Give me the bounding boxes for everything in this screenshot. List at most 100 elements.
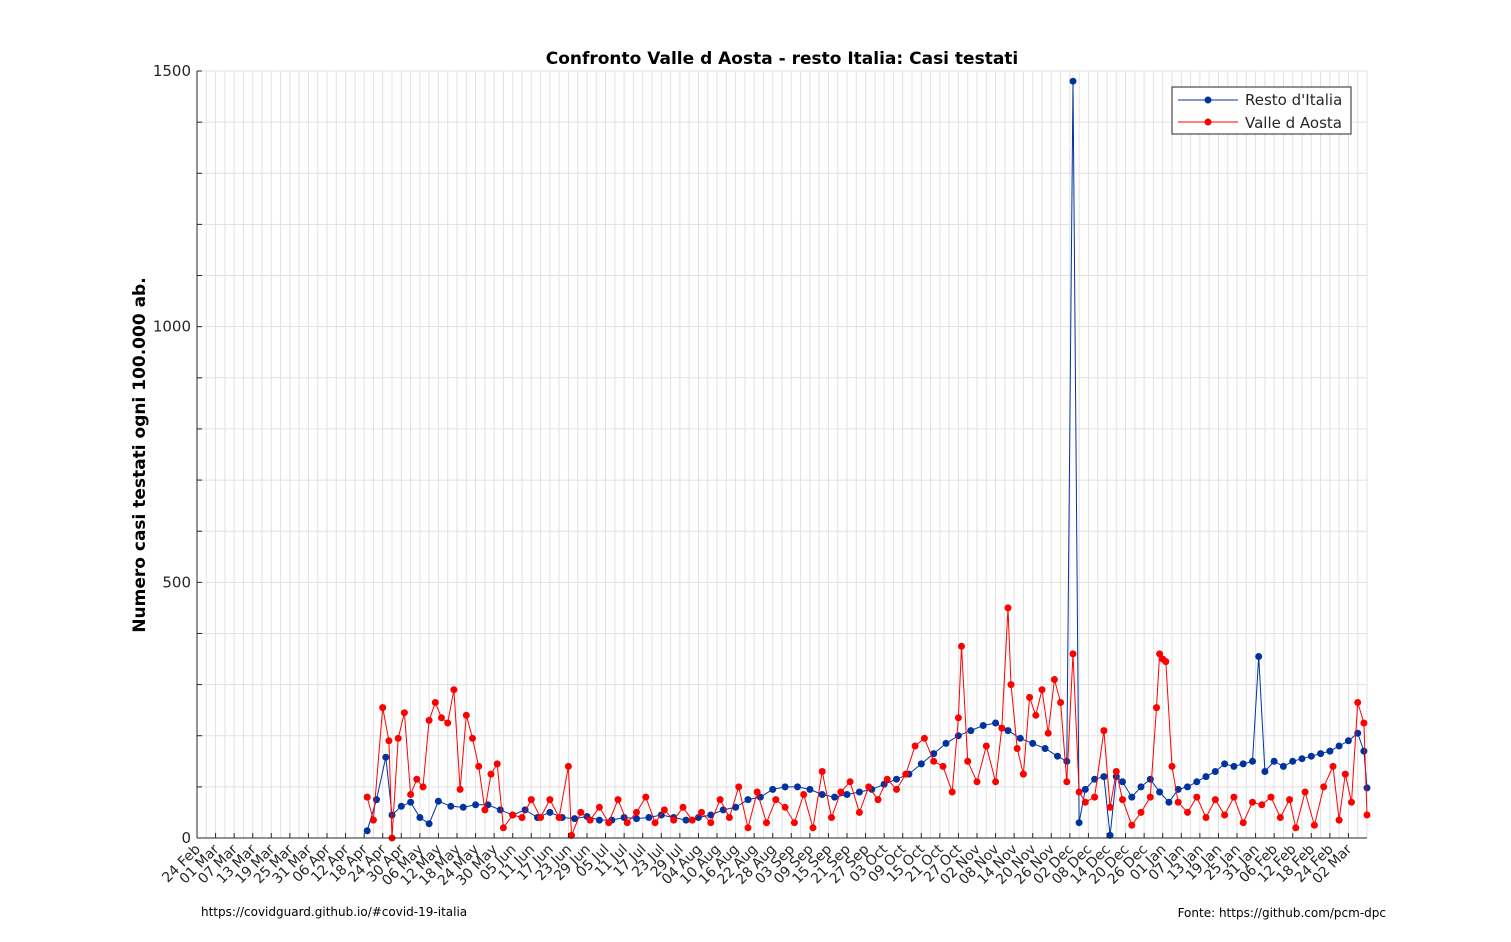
data-point-1-88 (1057, 699, 1065, 706)
data-point-0-95 (1363, 784, 1371, 792)
data-point-1-25 (527, 796, 535, 804)
data-point-0-85 (1279, 762, 1287, 770)
series-layer (363, 77, 1371, 842)
data-point-1-83 (1026, 693, 1034, 701)
data-point-1-20 (487, 770, 495, 778)
data-point-1-68 (920, 734, 928, 742)
data-point-0-65 (1106, 831, 1114, 839)
data-point-1-47 (725, 814, 733, 821)
data-point-1-64 (883, 775, 891, 783)
data-point-0-52 (979, 722, 987, 729)
data-point-1-13 (444, 719, 452, 727)
data-point-1-82 (1019, 770, 1027, 778)
data-point-1-98 (1128, 821, 1136, 829)
data-point-1-94 (1100, 727, 1108, 735)
data-point-0-84 (1270, 757, 1278, 765)
data-point-1-119 (1292, 824, 1300, 832)
data-point-0-37 (794, 783, 801, 791)
data-point-1-116 (1267, 793, 1275, 801)
data-point-1-23 (509, 811, 517, 819)
data-point-0-42 (855, 788, 863, 796)
grid-lines-x (196, 71, 1368, 838)
data-point-1-57 (818, 768, 826, 775)
data-point-1-66 (902, 770, 910, 778)
data-point-1-102 (1156, 650, 1164, 658)
data-point-1-62 (865, 783, 873, 791)
data-point-0-54 (1004, 727, 1012, 735)
legend-box (1171, 86, 1352, 135)
data-point-1-65 (893, 785, 900, 793)
data-point-1-39 (651, 819, 659, 827)
data-point-1-59 (837, 788, 845, 796)
data-point-0-39 (818, 791, 826, 798)
data-point-1-24 (518, 814, 526, 821)
data-point-0-61 (1075, 819, 1083, 827)
data-point-1-63 (874, 796, 882, 804)
data-point-0-71 (1156, 788, 1164, 796)
data-point-1-32 (586, 816, 594, 824)
data-point-1-128 (1360, 719, 1368, 727)
data-point-0-41 (843, 791, 851, 798)
data-point-1-89 (1063, 778, 1071, 786)
data-point-0-56 (1029, 739, 1037, 747)
data-point-0-64 (1100, 773, 1108, 781)
data-point-1-51 (763, 819, 770, 827)
data-point-0-74 (1184, 783, 1191, 791)
data-point-1-18 (475, 762, 483, 770)
legend-label-valle: Valle d Aosta (1245, 114, 1342, 132)
data-point-1-41 (670, 816, 678, 824)
data-point-0-53 (992, 719, 1000, 727)
data-point-1-35 (614, 796, 622, 804)
data-point-1-113 (1239, 819, 1247, 827)
data-point-1-101 (1153, 704, 1160, 712)
data-point-1-53 (781, 803, 789, 811)
data-point-1-77 (992, 778, 1000, 786)
data-point-1-34 (605, 819, 613, 827)
data-point-0-83 (1261, 768, 1269, 775)
y-tick-label-1000: 1000 (153, 318, 191, 336)
data-point-0-90 (1326, 747, 1334, 755)
data-point-1-120 (1301, 788, 1309, 796)
data-point-1-100 (1146, 793, 1154, 801)
y-axis-label: Numero casi testati ogni 100.000 ab. (130, 277, 150, 632)
data-point-0-59 (1063, 757, 1071, 765)
data-point-1-122 (1320, 783, 1328, 791)
data-point-1-28 (555, 814, 563, 821)
data-point-1-109 (1202, 814, 1210, 821)
data-point-1-17 (469, 734, 476, 742)
data-point-1-72 (954, 714, 962, 722)
y-tick-labels: 0 500 1000 1500 (153, 62, 191, 847)
data-point-0-21 (595, 816, 603, 824)
data-point-1-52 (772, 796, 780, 804)
data-point-1-31 (577, 808, 585, 816)
legend-label-resto: Resto d'Italia (1245, 91, 1342, 109)
series-0 (363, 77, 1371, 839)
legend-marker-valle (1204, 118, 1212, 126)
data-point-1-6 (400, 709, 408, 717)
data-point-1-38 (642, 793, 650, 801)
data-point-1-30 (568, 831, 575, 839)
footer-source-link[interactable]: https://covidguard.github.io/#covid-19-i… (201, 905, 468, 919)
data-point-0-45 (893, 775, 900, 783)
data-point-0-82 (1255, 653, 1263, 660)
data-point-1-91 (1075, 788, 1083, 796)
data-point-1-123 (1329, 762, 1337, 770)
data-point-1-56 (809, 824, 817, 832)
data-point-0-87 (1298, 755, 1306, 763)
data-point-0-36 (781, 783, 789, 791)
data-point-0-67 (1119, 778, 1126, 786)
data-point-1-74 (964, 757, 972, 765)
data-point-1-54 (790, 819, 798, 827)
data-point-1-15 (456, 785, 464, 793)
data-point-1-27 (546, 796, 554, 804)
data-point-1-16 (462, 711, 470, 719)
data-point-0-92 (1344, 737, 1352, 745)
data-point-0-58 (1054, 752, 1061, 760)
data-point-0-79 (1230, 762, 1238, 770)
data-point-0-60 (1069, 77, 1077, 85)
data-point-1-86 (1044, 729, 1052, 737)
data-point-0-25 (645, 814, 653, 821)
data-point-1-81 (1013, 745, 1021, 752)
data-point-0-86 (1289, 757, 1297, 765)
data-point-0-94 (1360, 747, 1368, 755)
